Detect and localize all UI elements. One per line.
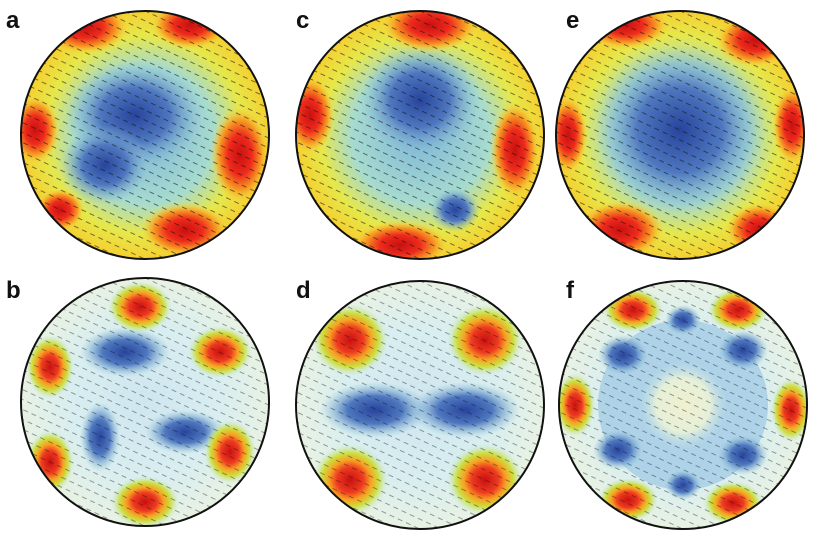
panel-label: c: [296, 7, 309, 34]
panel-label: d: [296, 277, 311, 304]
panel-d: [295, 280, 545, 530]
panel-f: [558, 280, 808, 530]
panel-b: [20, 277, 270, 527]
panel-label: f: [566, 277, 575, 304]
panel-label: e: [566, 7, 579, 34]
panel-e: [555, 10, 805, 260]
panel-a: [20, 10, 270, 260]
panel-label: b: [6, 277, 21, 304]
panel-label: a: [6, 7, 20, 34]
panel-c: [295, 10, 545, 260]
